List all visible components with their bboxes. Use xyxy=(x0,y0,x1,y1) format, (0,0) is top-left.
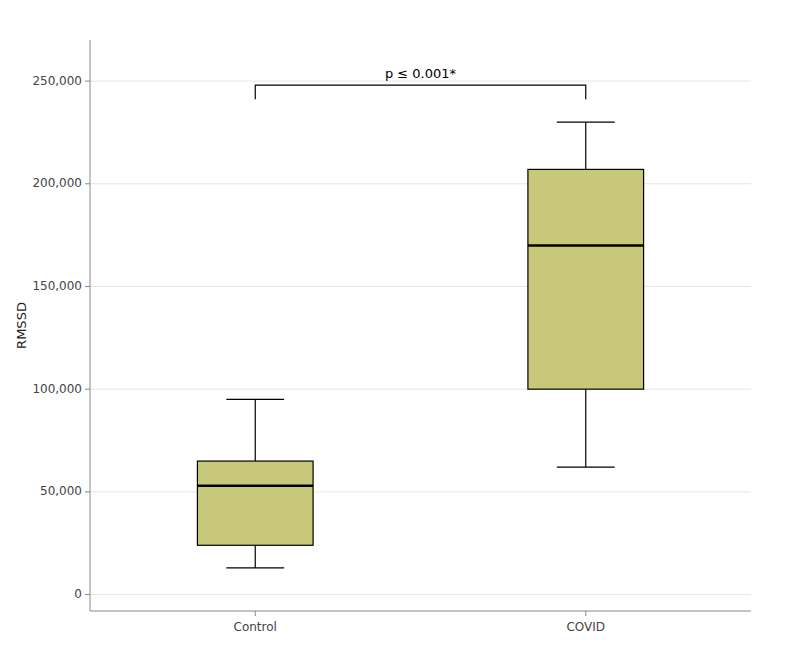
cap-low xyxy=(557,467,615,468)
x-axis: Control COVID xyxy=(234,611,606,634)
median xyxy=(197,484,313,487)
whisker-high xyxy=(255,399,256,461)
grid-line xyxy=(90,389,751,390)
tick-label: 250,000 xyxy=(32,74,82,88)
tick-label: 0 xyxy=(74,587,82,601)
box-group xyxy=(197,399,313,567)
y-axis-line xyxy=(90,40,91,611)
tick-label: 200,000 xyxy=(32,176,82,190)
grid-line xyxy=(90,286,751,287)
tick-mark xyxy=(85,491,90,492)
whisker-low xyxy=(585,389,586,467)
category-label: Control xyxy=(234,620,277,634)
tick-mark xyxy=(255,611,256,616)
tick-mark xyxy=(585,611,586,616)
grid-line xyxy=(90,594,751,595)
tick-label: 150,000 xyxy=(32,279,82,293)
grid-line xyxy=(90,491,751,492)
box-group xyxy=(528,122,644,467)
whisker-high xyxy=(585,122,586,169)
grid-line xyxy=(90,183,751,184)
plot-area xyxy=(197,122,643,568)
tick-label: 100,000 xyxy=(32,382,82,396)
box xyxy=(528,169,644,389)
cap-low xyxy=(226,567,284,568)
tick-mark xyxy=(85,594,90,595)
tick-mark xyxy=(85,286,90,287)
significance-text: p ≤ 0.001* xyxy=(385,66,457,81)
tick-label: 50,000 xyxy=(40,484,82,498)
category-label: COVID xyxy=(566,620,605,634)
y-axis-title: RMSSD xyxy=(14,302,29,349)
x-axis-line xyxy=(90,611,751,612)
significance-bracket xyxy=(255,85,586,99)
chart-svg: 0 50,000 100,000 150,000 200,000 250,000 RMSSD… xyxy=(0,0,791,671)
chart-container: 0 50,000 100,000 150,000 200,000 250,000 RMSSD… xyxy=(0,0,791,671)
box xyxy=(197,461,313,545)
cap-high xyxy=(557,122,615,123)
tick-mark xyxy=(85,183,90,184)
tick-mark xyxy=(85,81,90,82)
tick-mark xyxy=(85,389,90,390)
median xyxy=(528,244,644,247)
cap-high xyxy=(226,399,284,400)
whisker-low xyxy=(255,545,256,568)
y-axis: 0 50,000 100,000 150,000 200,000 250,000 xyxy=(32,40,751,611)
